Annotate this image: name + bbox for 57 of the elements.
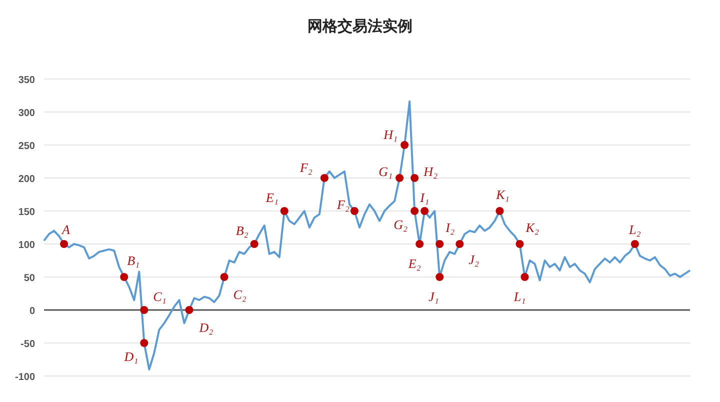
data-label: D₁ [123,349,138,364]
data-label: H₂ [422,164,438,179]
point [410,174,419,182]
point [185,306,194,314]
point [520,273,529,281]
y-tick-label: 350 [18,75,36,86]
data-label: F₂ [336,197,350,212]
data-label: E₂ [407,256,422,271]
data-label: C₂ [233,287,247,302]
data-label: C₁ [153,289,166,304]
data-label: L₂ [628,222,642,237]
y-tick-label: -100 [14,372,36,383]
point [350,207,358,215]
point [496,207,504,215]
point [400,141,409,149]
point [436,240,444,248]
data-label: A [61,222,70,237]
y-tick-label: 100 [18,240,36,251]
point [320,174,328,182]
data-label: D₂ [198,320,214,335]
data-label: B₁ [127,253,140,268]
data-label: L₁ [512,289,526,304]
point [516,240,524,248]
point [396,174,404,182]
data-label: J₁ [428,289,439,304]
point [250,240,258,248]
point [280,207,288,215]
point [436,273,444,281]
data-label: I₂ [444,220,455,235]
data-label: G₂ [394,217,408,232]
data-label: B₂ [236,223,249,238]
point [630,240,639,248]
y-tick-label: 0 [29,306,36,317]
y-tick-label: 150 [18,207,36,218]
data-label: F₂ [298,160,313,175]
data-label: H₁ [382,127,398,142]
chart-title: 网格交易法实例 [308,17,412,35]
y-tick-label: -50 [20,339,36,350]
point [420,207,429,215]
point [220,273,228,281]
data-label: G₁ [378,164,393,179]
point [140,306,148,314]
point [60,240,68,248]
point [140,339,148,347]
y-tick-label: 50 [24,273,36,284]
point [416,240,424,248]
y-tick-label: 300 [18,108,36,119]
point [410,207,419,215]
data-label: K₁ [495,187,510,202]
data-label: K₂ [524,220,540,235]
point [456,240,464,248]
data-label: J₂ [468,252,480,267]
data-label: E₁ [264,190,278,205]
point [120,273,128,281]
y-tick-label: 200 [18,174,36,185]
data-label: I₁ [419,190,430,205]
y-tick-label: 250 [18,141,36,152]
